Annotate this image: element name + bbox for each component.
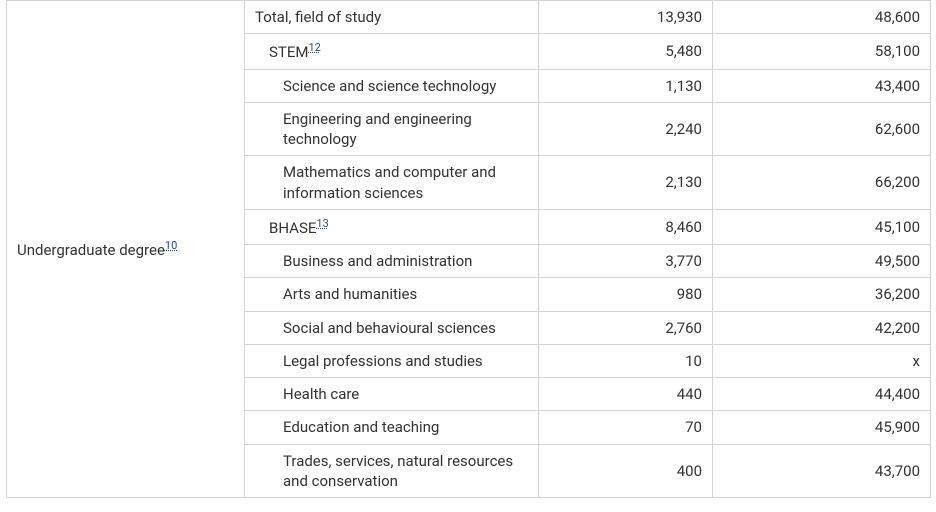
field-label-cell: Science and science technology xyxy=(245,69,539,102)
value-cell-col4: 36,200 xyxy=(713,278,931,311)
value-cell-col3: 440 xyxy=(539,378,713,411)
field-label-cell: Mathematics and computer and information… xyxy=(245,156,539,210)
field-label: Social and behavioural sciences xyxy=(283,319,496,337)
field-label-cell: Health care xyxy=(245,378,539,411)
field-label-cell: BHASE13 xyxy=(245,209,539,244)
footnote-link[interactable]: 10 xyxy=(165,239,177,252)
value-cell-col4: 43,700 xyxy=(713,444,931,498)
footnote-link[interactable]: 13 xyxy=(316,217,328,230)
value-cell-col3: 3,770 xyxy=(539,245,713,278)
field-label: BHASE xyxy=(269,219,316,237)
group-label-text: Undergraduate degree xyxy=(17,241,165,259)
field-label-cell: Business and administration xyxy=(245,245,539,278)
value-cell-col4: 45,900 xyxy=(713,411,931,444)
row-group-label: Undergraduate degree10 xyxy=(7,1,245,498)
field-label: Arts and humanities xyxy=(283,285,417,303)
value-cell-col3: 1,130 xyxy=(539,69,713,102)
value-cell-col3: 400 xyxy=(539,444,713,498)
field-label: Science and science technology xyxy=(283,77,496,95)
value-cell-col4: 44,400 xyxy=(713,378,931,411)
field-label: STEM xyxy=(269,43,308,61)
value-cell-col4: 43,400 xyxy=(713,69,931,102)
value-cell-col3: 13,930 xyxy=(539,1,713,34)
value-cell-col3: 70 xyxy=(539,411,713,444)
field-label-cell: Engineering and engineering technology xyxy=(245,102,539,156)
value-cell-col4: 62,600 xyxy=(713,102,931,156)
value-cell-col3: 5,480 xyxy=(539,34,713,69)
table-row: Undergraduate degree10Total, field of st… xyxy=(7,1,931,34)
data-table: Undergraduate degree10Total, field of st… xyxy=(6,0,931,498)
value-cell-col4: 49,500 xyxy=(713,245,931,278)
value-cell-col3: 2,240 xyxy=(539,102,713,156)
field-label-cell: Trades, services, natural resources and … xyxy=(245,444,539,498)
field-label: Business and administration xyxy=(283,252,472,270)
field-label: Health care xyxy=(283,385,359,403)
field-label-cell: Education and teaching xyxy=(245,411,539,444)
field-label-cell: Social and behavioural sciences xyxy=(245,311,539,344)
value-cell-col4: 66,200 xyxy=(713,156,931,210)
value-cell-col3: 8,460 xyxy=(539,209,713,244)
value-cell-col4: 48,600 xyxy=(713,1,931,34)
field-label: Education and teaching xyxy=(283,418,439,436)
field-label-cell: Total, field of study xyxy=(245,1,539,34)
field-label: Mathematics and computer and information… xyxy=(283,163,496,201)
footnote-link[interactable]: 12 xyxy=(308,41,320,54)
value-cell-col3: 2,760 xyxy=(539,311,713,344)
value-cell-col3: 2,130 xyxy=(539,156,713,210)
field-label: Engineering and engineering technology xyxy=(283,110,472,148)
field-label-cell: Legal professions and studies xyxy=(245,344,539,377)
field-label-cell: STEM12 xyxy=(245,34,539,69)
field-label: Total, field of study xyxy=(255,8,381,26)
value-cell-col4: 42,200 xyxy=(713,311,931,344)
value-cell-col4: 45,100 xyxy=(713,209,931,244)
field-label-cell: Arts and humanities xyxy=(245,278,539,311)
value-cell-col3: 980 xyxy=(539,278,713,311)
value-cell-col4: 58,100 xyxy=(713,34,931,69)
field-label: Legal professions and studies xyxy=(283,352,483,370)
value-cell-col3: 10 xyxy=(539,344,713,377)
value-cell-col4: x xyxy=(713,344,931,377)
field-label: Trades, services, natural resources and … xyxy=(283,452,513,490)
